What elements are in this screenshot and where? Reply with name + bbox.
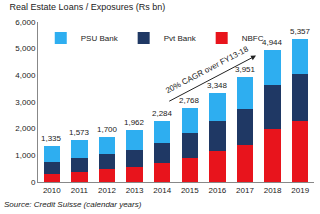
svg-text:2010: 2010: [43, 186, 61, 195]
svg-text:1,335: 1,335: [41, 134, 62, 143]
svg-text:0: 0: [31, 178, 36, 187]
svg-text:5,357: 5,357: [290, 27, 311, 36]
svg-text:2018: 2018: [264, 186, 282, 195]
svg-text:3,348: 3,348: [207, 81, 228, 90]
svg-text:2,284: 2,284: [152, 109, 173, 118]
svg-text:2011: 2011: [71, 186, 89, 195]
svg-text:20% CAGR over FY13-18: 20% CAGR over FY13-18: [164, 44, 250, 95]
svg-text:1,962: 1,962: [124, 118, 145, 127]
svg-text:PSU Bank: PSU Bank: [81, 34, 119, 43]
svg-text:Pvt Bank: Pvt Bank: [164, 34, 197, 43]
svg-text:2,768: 2,768: [179, 96, 200, 105]
svg-text:2014: 2014: [153, 186, 171, 195]
svg-text:2,000: 2,000: [15, 124, 36, 133]
svg-text:4,000: 4,000: [15, 71, 36, 80]
svg-text:4,944: 4,944: [262, 38, 283, 47]
svg-text:6,000: 6,000: [15, 18, 36, 27]
svg-text:2016: 2016: [209, 186, 227, 195]
svg-text:1,700: 1,700: [97, 125, 118, 134]
svg-text:3,000: 3,000: [15, 98, 36, 107]
svg-text:2013: 2013: [126, 186, 144, 195]
svg-text:5,000: 5,000: [15, 44, 36, 53]
svg-text:3,951: 3,951: [235, 65, 256, 74]
svg-text:2019: 2019: [291, 186, 309, 195]
svg-text:1,000: 1,000: [15, 151, 36, 160]
svg-text:NBFC: NBFC: [242, 34, 264, 43]
svg-text:2012: 2012: [98, 186, 116, 195]
svg-text:Source: Credit Suisse (calenda: Source: Credit Suisse (calendar years): [4, 200, 142, 209]
svg-text:1,573: 1,573: [69, 128, 90, 137]
svg-text:2017: 2017: [236, 186, 254, 195]
svg-text:2015: 2015: [181, 186, 199, 195]
svg-text:Real Estate Loans / Exposures: Real Estate Loans / Exposures (Rs bn): [10, 2, 166, 12]
